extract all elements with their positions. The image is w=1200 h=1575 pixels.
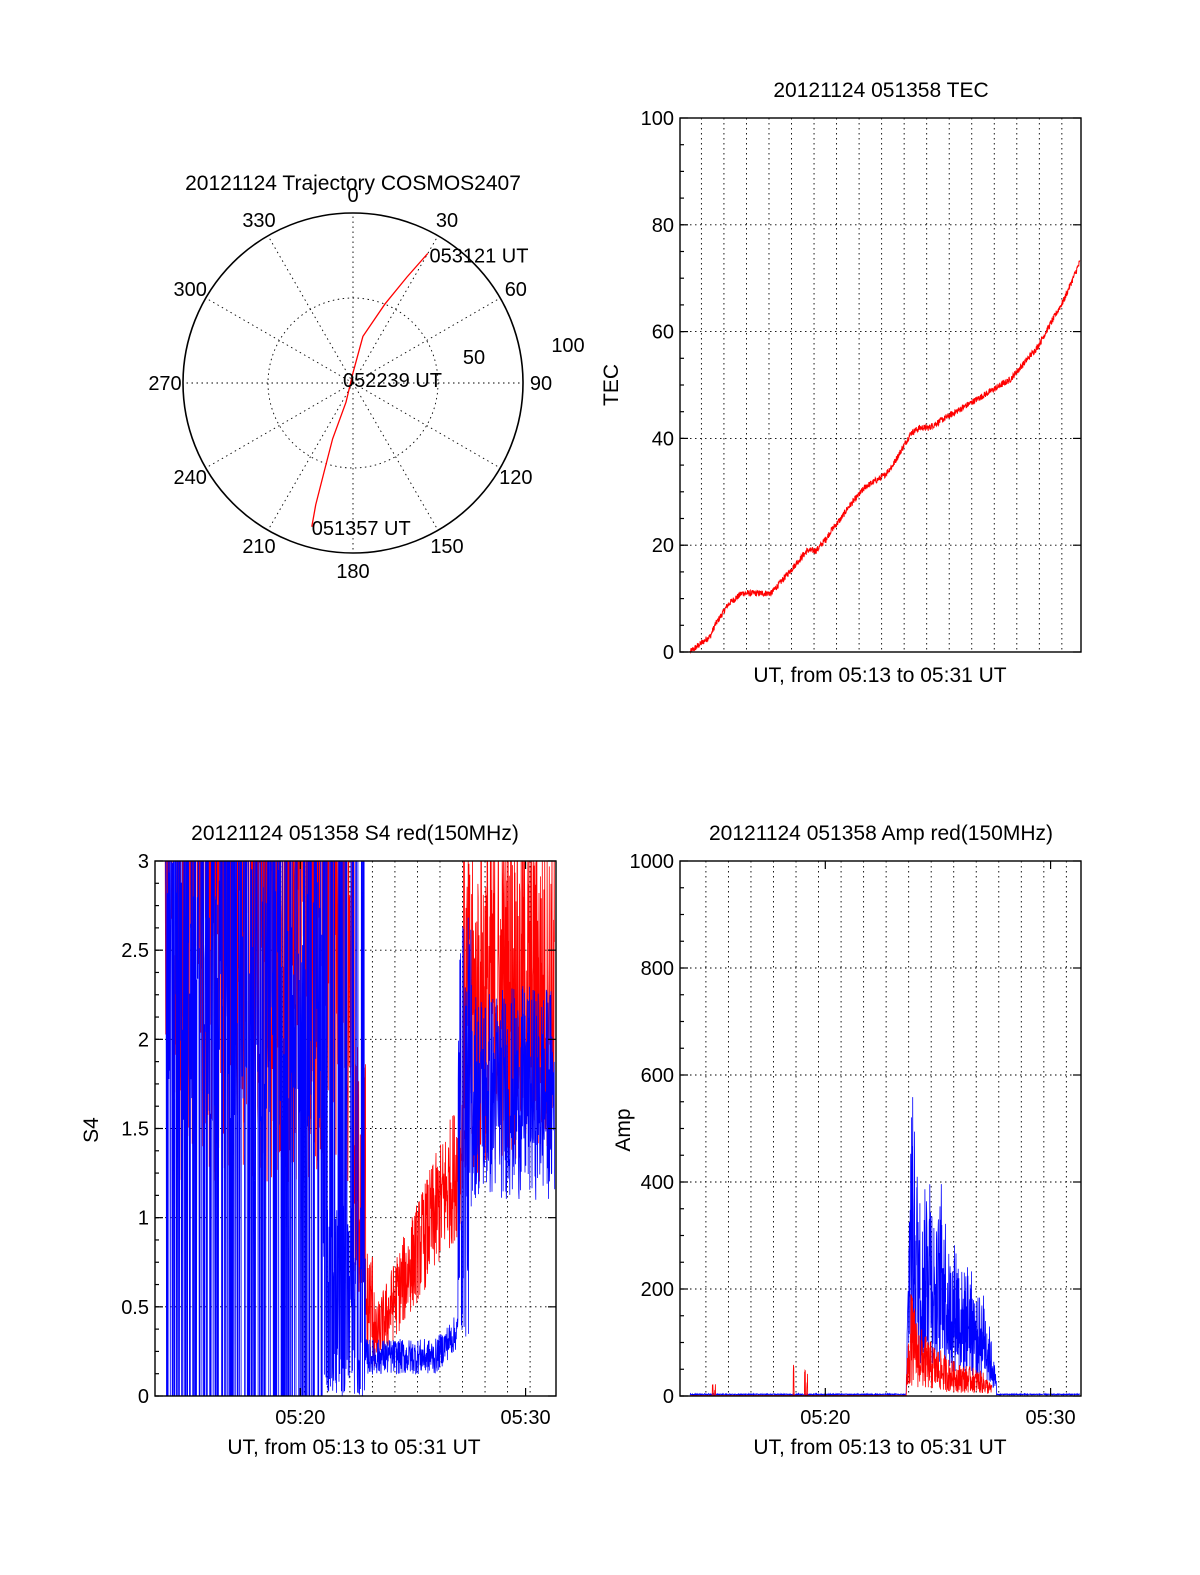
y-tick-label: 400: [641, 1172, 674, 1194]
tec-chart-title: 20121124 051358 TEC: [773, 79, 988, 102]
s4-x-axis-label: UT, from 05:13 to 05:31 UT: [227, 1436, 480, 1459]
amp-x-axis-label: UT, from 05:13 to 05:31 UT: [753, 1436, 1006, 1459]
tec-line: [689, 260, 1081, 654]
s4-chart-title: 20121124 051358 S4 red(150MHz): [191, 822, 519, 845]
polar-angle-label: 90: [530, 373, 552, 395]
polar-grid-spoke: [205, 382, 354, 469]
amp-chart-title: 20121124 051358 Amp red(150MHz): [709, 822, 1053, 845]
polar-grid-spoke: [352, 382, 439, 531]
polar-grid-spoke: [352, 382, 501, 469]
polar-grid-spoke: [267, 382, 354, 531]
polar-angle-label: 30: [436, 210, 458, 232]
y-tick-label: 0: [138, 1386, 149, 1408]
y-tick-label: 100: [641, 108, 674, 130]
polar-angle-labels: 0 30 60 90 120 150 180 210 240 270 300 330 50 100: [148, 185, 584, 583]
s4-y-axis-label: S4: [80, 1117, 103, 1143]
tec-series: [689, 260, 1081, 654]
polar-angle-label: 180: [336, 561, 369, 583]
polar-angle-label: 60: [505, 279, 527, 301]
polar-angle-label: 300: [173, 279, 206, 301]
y-tick-label: 40: [652, 428, 674, 450]
tec-grid: [680, 118, 1081, 652]
x-tick-label: 05:20: [800, 1407, 850, 1429]
amp-blue-line: [689, 1097, 1080, 1397]
polar-chart-title: 20121124 Trajectory COSMOS2407: [185, 172, 521, 195]
s4-chart: 20121124 051358 S4 red(150MHz) 0 0.5 1 1.5 2…: [80, 822, 557, 1459]
polar-angle-label: 150: [430, 536, 463, 558]
y-tick-label: 0: [663, 642, 674, 664]
polar-angle-label: 240: [173, 467, 206, 489]
y-tick-label: 200: [641, 1279, 674, 1301]
amp-chart: 20121124 051358 Amp red(150MHz) 0 200 400 6…: [612, 822, 1082, 1459]
trajectory-annotation: 052239 UT: [343, 370, 442, 392]
polar-radial-label: 100: [551, 335, 584, 357]
y-tick-label: 80: [652, 215, 674, 237]
polar-trajectory-chart: 20121124 Trajectory COSMOS2407 0 30 60 90 12…: [148, 172, 584, 583]
polar-radial-label: 50: [463, 347, 485, 369]
polar-grid-spoke: [205, 297, 354, 384]
polar-grid: [183, 213, 523, 553]
y-tick-label: 1: [138, 1208, 149, 1230]
polar-angle-label: 330: [242, 210, 275, 232]
y-tick-label: 60: [652, 322, 674, 344]
x-tick-label: 05:20: [275, 1407, 325, 1429]
y-tick-label: 2: [138, 1029, 149, 1051]
amp-plot-frame: [679, 860, 1082, 1397]
y-tick-label: 1.5: [121, 1119, 149, 1141]
polar-angle-label: 210: [242, 536, 275, 558]
trajectory-annotation: 051357 UT: [312, 518, 411, 540]
polar-trajectory-line: [311, 252, 429, 527]
tec-ticks: 0 20 40 60 80 100: [641, 108, 1081, 664]
y-tick-label: 1000: [630, 851, 675, 873]
polar-grid-spoke: [352, 297, 501, 384]
tec-y-axis-label: TEC: [600, 364, 623, 406]
tec-x-axis-label: UT, from 05:13 to 05:31 UT: [753, 664, 1006, 687]
trajectory-annotation: 053121 UT: [430, 245, 529, 267]
y-tick-label: 0: [663, 1386, 674, 1408]
polar-angle-label: 270: [148, 373, 181, 395]
polar-angle-label: 0: [347, 185, 358, 207]
trajectory-line: [311, 252, 429, 527]
x-tick-label: 05:30: [501, 1407, 551, 1429]
amp-ticks: 0 200 400 600 800 1000 05:20 05:30: [630, 851, 1081, 1429]
polar-angle-label: 120: [499, 467, 532, 489]
y-tick-label: 0.5: [121, 1297, 149, 1319]
s4-series: [164, 861, 556, 1396]
polar-grid-spoke: [352, 235, 439, 384]
polar-grid-spoke: [267, 235, 354, 384]
s4-ticks: 0 0.5 1 1.5 2 2.5 3 05:20 05:30: [121, 851, 556, 1429]
polar-annotations: 053121 UT 052239 UT 051357 UT: [312, 245, 529, 539]
y-tick-label: 600: [641, 1065, 674, 1087]
amp-y-axis-label: Amp: [612, 1108, 635, 1151]
tec-plot-frame: [679, 117, 1082, 653]
y-tick-label: 3: [138, 851, 149, 873]
amp-grid: [680, 861, 1081, 1396]
polar-outer-circle: [182, 212, 524, 554]
y-tick-label: 2.5: [121, 940, 149, 962]
tec-chart: 20121124 051358 TEC 0 20 40 60 80 100 UT, fro…: [600, 79, 1082, 687]
s4-blue-line: [165, 861, 556, 1396]
y-tick-label: 800: [641, 958, 674, 980]
x-tick-label: 05:30: [1026, 1407, 1076, 1429]
y-tick-label: 20: [652, 535, 674, 557]
